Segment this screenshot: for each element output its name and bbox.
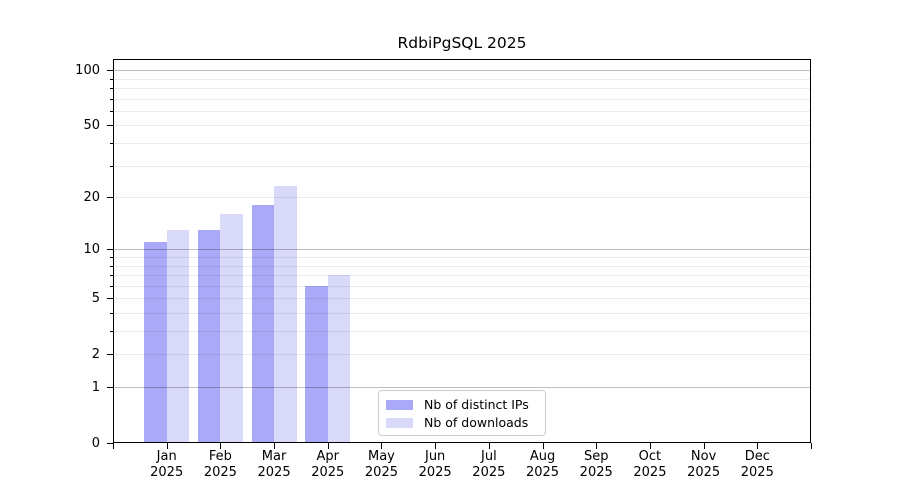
minor-gridline bbox=[113, 78, 811, 80]
y-axis-minor-tick bbox=[110, 275, 113, 277]
y-axis-tick bbox=[107, 249, 113, 251]
legend-label: Nb of distinct IPs bbox=[424, 397, 529, 412]
bar-jan-downloads bbox=[166, 229, 190, 443]
major-gridline bbox=[113, 249, 811, 251]
y-axis-minor-tick bbox=[110, 197, 113, 199]
major-gridline bbox=[113, 70, 811, 72]
y-axis-minor-tick bbox=[110, 88, 113, 89]
x-axis-tick bbox=[596, 443, 598, 449]
minor-gridline bbox=[113, 125, 811, 127]
x-tick-label: Feb 2025 bbox=[203, 449, 237, 480]
x-tick-label: Oct 2025 bbox=[633, 449, 667, 480]
x-tick-label: Jul 2025 bbox=[472, 449, 506, 480]
x-axis-tick bbox=[542, 443, 544, 449]
legend-item: Nb of distinct IPs bbox=[386, 396, 545, 414]
y-tick-label: 1 bbox=[91, 379, 100, 395]
x-axis-tick bbox=[381, 443, 383, 449]
minor-gridline bbox=[113, 256, 811, 258]
y-axis-tick bbox=[107, 387, 113, 388]
x-axis-tick bbox=[811, 443, 812, 449]
y-axis-minor-tick bbox=[110, 298, 113, 300]
y-axis-minor-tick bbox=[110, 98, 113, 100]
x-tick-label: Nov 2025 bbox=[687, 449, 721, 480]
y-axis-minor-tick bbox=[110, 110, 113, 112]
bar-apr-downloads bbox=[327, 275, 351, 443]
legend-item: Nb of downloads bbox=[386, 414, 545, 432]
minor-gridline bbox=[113, 265, 811, 267]
legend: Nb of distinct IPs Nb of downloads bbox=[378, 390, 546, 436]
x-axis-tick bbox=[327, 443, 329, 449]
y-axis-minor-tick bbox=[110, 331, 113, 332]
y-axis-minor-tick bbox=[110, 256, 113, 258]
legend-swatch-downloads bbox=[386, 418, 413, 428]
minor-gridline bbox=[113, 354, 811, 356]
minor-gridline bbox=[113, 165, 811, 167]
y-axis-minor-tick bbox=[110, 143, 113, 144]
y-tick-label: 10 bbox=[83, 241, 100, 257]
minor-gridline bbox=[113, 275, 811, 277]
x-tick-label: Apr 2025 bbox=[311, 449, 345, 480]
y-axis-minor-tick bbox=[110, 165, 113, 167]
x-tick-label: Dec 2025 bbox=[740, 449, 774, 480]
y-axis-minor-tick bbox=[110, 312, 113, 314]
minor-gridline bbox=[113, 197, 811, 199]
x-axis-tick bbox=[488, 443, 490, 449]
bar-feb-distinct-ips bbox=[197, 229, 221, 443]
bar-apr-distinct-ips bbox=[305, 285, 328, 443]
y-axis-tick bbox=[107, 443, 113, 444]
x-axis-tick bbox=[274, 443, 276, 449]
y-axis-minor-tick bbox=[110, 78, 113, 80]
y-tick-label: 5 bbox=[91, 290, 100, 306]
bar-feb-downloads bbox=[220, 214, 243, 443]
y-tick-label: 100 bbox=[75, 62, 100, 78]
x-axis-tick bbox=[757, 443, 759, 449]
minor-gridline bbox=[113, 331, 811, 332]
y-axis-tick bbox=[107, 70, 113, 72]
minor-gridline bbox=[113, 312, 811, 314]
x-tick-label: Mar 2025 bbox=[257, 449, 291, 480]
x-axis-tick bbox=[166, 443, 168, 449]
y-tick-label: 0 bbox=[91, 435, 100, 451]
minor-gridline bbox=[113, 298, 811, 300]
x-tick-label: Jun 2025 bbox=[418, 449, 452, 480]
y-axis-minor-tick bbox=[110, 285, 113, 287]
bar-mar-distinct-ips bbox=[251, 205, 275, 443]
x-tick-label: Sep 2025 bbox=[579, 449, 613, 480]
y-axis-minor-tick bbox=[110, 125, 113, 127]
minor-gridline bbox=[113, 285, 811, 287]
y-tick-label: 2 bbox=[91, 346, 100, 362]
chart-title: RdbiPgSQL 2025 bbox=[397, 34, 527, 52]
minor-gridline bbox=[113, 143, 811, 144]
major-gridline bbox=[113, 387, 811, 388]
x-tick-label: Aug 2025 bbox=[525, 449, 560, 480]
minor-gridline bbox=[113, 110, 811, 112]
x-axis-tick bbox=[703, 443, 705, 449]
x-tick-label: Jan 2025 bbox=[150, 449, 184, 480]
bar-jan-distinct-ips bbox=[144, 242, 167, 443]
x-axis-tick bbox=[435, 443, 437, 449]
minor-gridline bbox=[113, 98, 811, 100]
x-axis-tick bbox=[220, 443, 222, 449]
y-tick-label: 20 bbox=[83, 189, 100, 205]
y-axis-minor-tick bbox=[110, 354, 113, 356]
x-axis-tick bbox=[113, 443, 114, 449]
y-tick-label: 50 bbox=[83, 117, 100, 133]
legend-label: Nb of downloads bbox=[424, 415, 529, 430]
legend-swatch-distinct-ips bbox=[386, 400, 413, 410]
x-axis-tick bbox=[649, 443, 651, 449]
y-axis-minor-tick bbox=[110, 265, 113, 267]
minor-gridline bbox=[113, 88, 811, 89]
x-tick-label: May 2025 bbox=[364, 449, 398, 480]
plot-area bbox=[113, 59, 811, 443]
bar-mar-downloads bbox=[274, 186, 297, 443]
